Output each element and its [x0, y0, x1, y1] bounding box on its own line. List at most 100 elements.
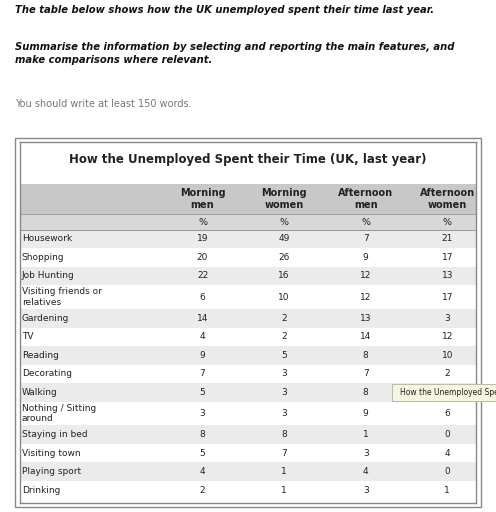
Bar	[19, 267, 477, 285]
Bar	[19, 346, 477, 365]
Text: 6: 6	[200, 293, 205, 302]
Text: 1: 1	[363, 430, 369, 439]
Text: 8: 8	[363, 388, 369, 397]
Text: 16: 16	[278, 271, 290, 281]
Text: 7: 7	[363, 369, 369, 378]
Text: 9: 9	[363, 409, 369, 418]
Bar	[19, 215, 477, 230]
Text: 7: 7	[363, 234, 369, 244]
Text: 4: 4	[363, 467, 369, 476]
Text: How the Unemployed Spent their Time (UK, last year): How the Unemployed Spent their Time (UK,…	[69, 153, 427, 166]
Text: 20: 20	[197, 253, 208, 262]
Text: Afternoon
women: Afternoon women	[420, 188, 475, 210]
Text: 1: 1	[281, 467, 287, 476]
Text: 10: 10	[278, 293, 290, 302]
FancyBboxPatch shape	[392, 384, 496, 401]
Text: %: %	[443, 218, 452, 226]
Text: 5: 5	[200, 388, 205, 397]
Text: Staying in bed: Staying in bed	[22, 430, 87, 439]
Text: Morning
women: Morning women	[261, 188, 307, 210]
Text: 4: 4	[200, 332, 205, 342]
Bar	[19, 183, 477, 215]
Text: 26: 26	[278, 253, 290, 262]
Bar	[19, 309, 477, 328]
Text: %: %	[280, 218, 289, 226]
Text: 7: 7	[281, 449, 287, 458]
Text: 13: 13	[441, 271, 453, 281]
Text: The table below shows how the UK unemployed spent their time last year.: The table below shows how the UK unemplo…	[15, 5, 434, 15]
Text: 8: 8	[281, 430, 287, 439]
Text: 12: 12	[360, 271, 372, 281]
Bar	[19, 365, 477, 383]
Text: Visiting town: Visiting town	[22, 449, 80, 458]
Text: Housework: Housework	[22, 234, 72, 244]
Text: 4: 4	[444, 449, 450, 458]
Text: 1: 1	[444, 485, 450, 495]
Text: 5: 5	[281, 351, 287, 360]
Text: Decorating: Decorating	[22, 369, 72, 378]
Bar	[19, 444, 477, 462]
Text: 3: 3	[281, 409, 287, 418]
Text: 3: 3	[281, 388, 287, 397]
Text: Playing sport: Playing sport	[22, 467, 81, 476]
Text: 0: 0	[444, 430, 450, 439]
Text: 2: 2	[281, 332, 287, 342]
Text: Walking: Walking	[22, 388, 58, 397]
Text: TV: TV	[22, 332, 33, 342]
Text: How the Unemployed Spend their: How the Unemployed Spend their	[400, 388, 496, 397]
Text: Reading: Reading	[22, 351, 59, 360]
Text: 2: 2	[200, 485, 205, 495]
Bar	[19, 462, 477, 481]
Text: Gardening: Gardening	[22, 314, 69, 323]
Text: 12: 12	[360, 293, 372, 302]
Bar	[19, 383, 477, 401]
Text: 3: 3	[363, 449, 369, 458]
Text: Morning
men: Morning men	[180, 188, 225, 210]
Bar	[19, 425, 477, 444]
Text: Job Hunting: Job Hunting	[22, 271, 74, 281]
Text: 19: 19	[197, 234, 208, 244]
Text: 49: 49	[278, 234, 290, 244]
Text: 2: 2	[444, 369, 450, 378]
Bar	[19, 230, 477, 248]
Bar	[19, 481, 477, 499]
Text: 3: 3	[444, 314, 450, 323]
Text: Drinking: Drinking	[22, 485, 60, 495]
Text: 2: 2	[281, 314, 287, 323]
Text: 3: 3	[200, 409, 205, 418]
Bar	[19, 142, 477, 177]
Bar	[19, 401, 477, 425]
Text: 1: 1	[281, 485, 287, 495]
Text: Visiting friends or
relatives: Visiting friends or relatives	[22, 287, 102, 307]
Text: 3: 3	[363, 485, 369, 495]
Text: 13: 13	[360, 314, 372, 323]
Text: Nothing / Sitting
around: Nothing / Sitting around	[22, 403, 96, 423]
Text: 10: 10	[441, 351, 453, 360]
Bar	[19, 248, 477, 267]
Text: 8: 8	[200, 430, 205, 439]
Text: 9: 9	[200, 351, 205, 360]
Text: Shopping: Shopping	[22, 253, 64, 262]
Text: 8: 8	[363, 351, 369, 360]
Text: Summarise the information by selecting and reporting the main features, and
make: Summarise the information by selecting a…	[15, 41, 454, 65]
Text: You should write at least 150 words.: You should write at least 150 words.	[15, 99, 191, 109]
Text: %: %	[198, 218, 207, 226]
Bar	[19, 285, 477, 309]
Text: 7: 7	[200, 369, 205, 378]
Text: 17: 17	[441, 293, 453, 302]
Text: Afternoon
men: Afternoon men	[338, 188, 393, 210]
Bar	[19, 328, 477, 346]
Text: 22: 22	[197, 271, 208, 281]
Text: 0: 0	[444, 467, 450, 476]
Text: 5: 5	[200, 449, 205, 458]
Text: 4: 4	[200, 467, 205, 476]
Text: 6: 6	[444, 409, 450, 418]
Text: 9: 9	[363, 253, 369, 262]
Text: 14: 14	[360, 332, 372, 342]
Text: 17: 17	[441, 253, 453, 262]
Text: 12: 12	[441, 332, 453, 342]
Text: %: %	[361, 218, 370, 226]
Text: 3: 3	[281, 369, 287, 378]
Text: 21: 21	[441, 234, 453, 244]
Text: 14: 14	[197, 314, 208, 323]
